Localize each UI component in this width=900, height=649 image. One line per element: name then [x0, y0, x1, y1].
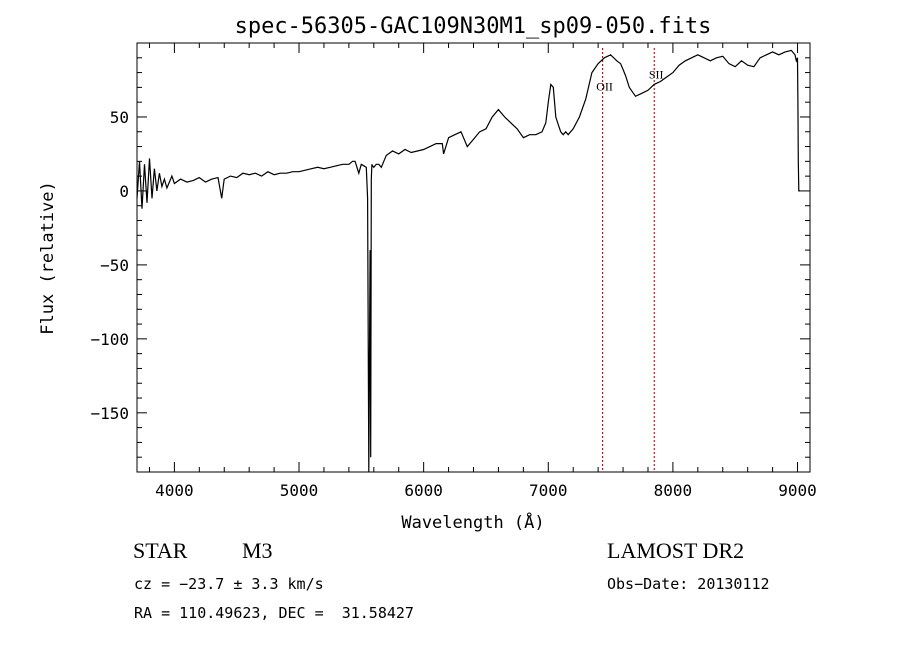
x-axis-ticks: 4000 5000 6000 7000 8000 9000: [148, 43, 817, 500]
x-tick-label: 5000: [280, 481, 319, 500]
line-annotations: OII SII: [596, 68, 663, 94]
y-tick-label: 0: [119, 182, 129, 201]
obs-date: Obs−Date: 20130112: [607, 575, 770, 593]
y-axis-ticks: −150 −100 −50 0 50: [90, 42, 810, 458]
y-tick-label: −150: [90, 404, 129, 423]
survey-name: LAMOST DR2: [607, 538, 745, 563]
y-tick-label: 50: [110, 108, 129, 127]
redshift-cz: cz = −23.7 ± 3.3 km/s: [134, 575, 324, 593]
spectrum-line: [136, 49, 800, 473]
emission-line-markers: [602, 48, 655, 472]
plot-frame: [136, 42, 811, 473]
annotation-oii: OII: [596, 79, 613, 93]
annotation-sii: SII: [649, 68, 664, 82]
x-tick-label: 6000: [404, 481, 443, 500]
y-axis-label: Flux (relative): [38, 181, 58, 335]
ra-dec-coordinates: RA = 110.49623, DEC = 31.58427: [134, 604, 414, 622]
object-class: STAR: [133, 538, 188, 563]
x-tick-label: 7000: [529, 481, 568, 500]
y-tick-label: −100: [90, 330, 129, 349]
x-tick-label: 8000: [654, 481, 693, 500]
x-axis-label: Wavelength (Å): [401, 511, 544, 533]
y-tick-label: −50: [100, 256, 129, 275]
object-subclass: M3: [242, 538, 273, 563]
spectrum-chart: spec-56305-GAC109N30M1_sp09-050.fits 400…: [38, 14, 817, 533]
x-tick-label: 4000: [155, 481, 194, 500]
chart-title: spec-56305-GAC109N30M1_sp09-050.fits: [235, 14, 712, 39]
x-tick-label: 9000: [778, 481, 817, 500]
